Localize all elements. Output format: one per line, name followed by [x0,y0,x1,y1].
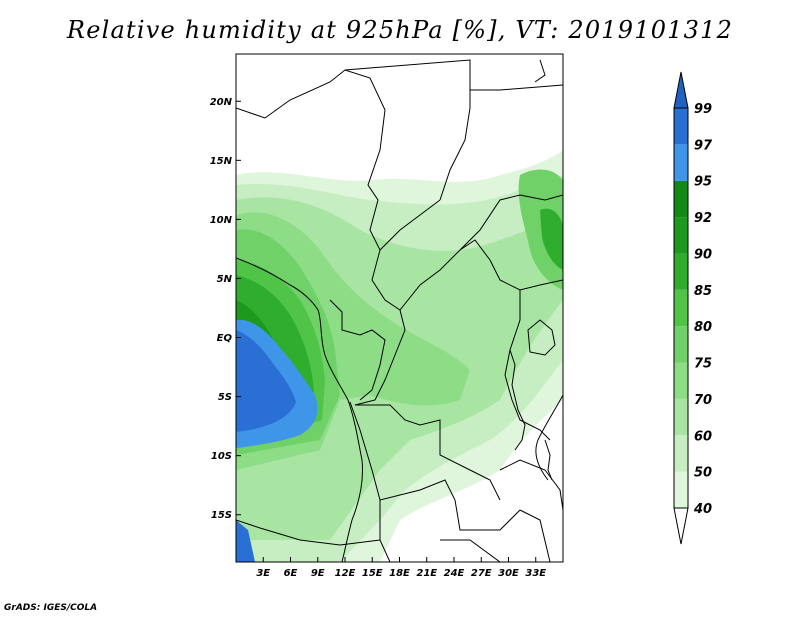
lat-tick-label: 5N [217,274,233,285]
colorbar-label: 90 [694,247,712,262]
lon-tick-label: 30E [498,568,519,579]
colorbar-segment [674,217,688,254]
country-borders [236,59,563,562]
lon-tick-label: 15E [362,568,383,579]
lat-tick-label: 10S [211,451,232,462]
colorbar-segment [674,144,688,181]
lon-tick-label: 27E [471,568,492,579]
colorbar-segment [674,253,688,290]
colorbar-low-arrow [673,507,689,545]
colorbar-label: 60 [694,429,712,444]
colorbar-high-arrow [673,71,689,109]
lon-tick-label: 24E [444,568,465,579]
lat-tick-label: 10N [210,215,233,226]
colorbar-segment [674,180,688,218]
colorbar-label: 99 [694,102,712,117]
lon-tick-label: 18E [389,568,410,579]
map-title: Relative humidity at 925hPa [%], VT: 201… [66,16,734,44]
colorbar-segment [674,471,688,508]
latitude-ticks: 20N 15N 10N 5N EQ 5S 10S 15S [210,97,241,521]
colorbar-segment [674,362,688,399]
colorbar-label: 75 [694,357,712,372]
colorbar-label: 85 [694,284,712,299]
colorbar: 40 50 60 70 75 80 85 90 92 95 97 99 [673,71,713,545]
colorbar-label: 92 [694,211,712,226]
colorbar-label: 40 [693,502,712,517]
colorbar-outline [673,107,689,509]
lat-tick-label: 15N [210,156,233,167]
colorbar-label: 70 [694,393,712,408]
colorbar-segment [674,435,688,472]
credit-label: GrADS: IGES/COLA [4,603,98,613]
colorbar-segment [674,289,688,327]
humidity-field [236,54,563,562]
colorbar-segment [674,108,688,145]
lon-tick-label: 6E [284,568,298,579]
colorbar-segment [674,398,688,436]
lat-tick-label: EQ [217,333,233,344]
colorbar-label: 50 [694,466,712,481]
lon-tick-label: 12E [335,568,356,579]
colorbar-label: 97 [694,138,713,153]
lon-tick-label: 3E [256,568,270,579]
colorbar-label: 95 [694,175,712,190]
colorbar-segment [674,326,688,363]
lat-tick-label: 5S [218,392,232,403]
lon-tick-label: 21E [416,568,437,579]
lat-tick-label: 20N [210,97,233,108]
lon-tick-label: 9E [311,568,325,579]
longitude-ticks: 3E 6E 9E 12E 15E 18E 21E 24E 27E 30E 33E [256,557,546,579]
lon-tick-label: 33E [525,568,546,579]
colorbar-label: 80 [694,320,712,335]
lat-tick-label: 15S [211,510,232,521]
